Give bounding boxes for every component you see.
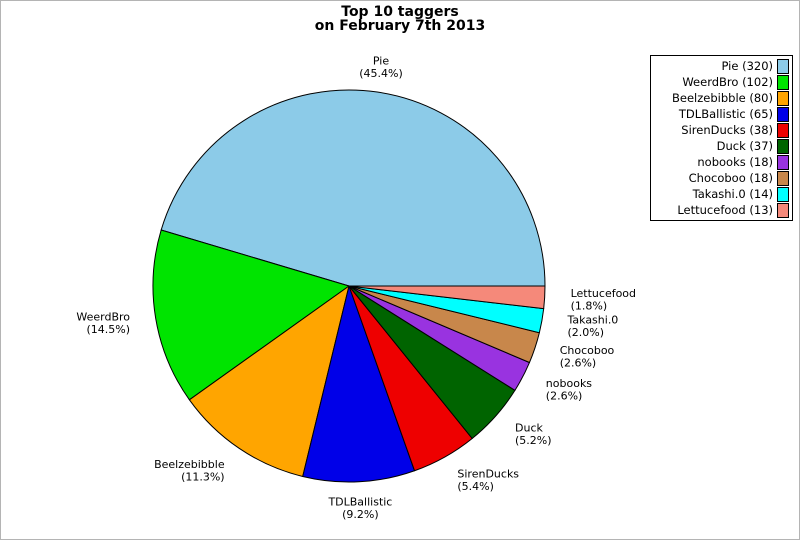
legend-label: Duck (37) bbox=[716, 139, 773, 153]
legend-swatch bbox=[777, 186, 789, 202]
pie-slice-Lettucefood bbox=[348, 285, 546, 310]
slice-label-nobooks: nobooks (2.6%) bbox=[546, 377, 593, 403]
legend-swatch bbox=[777, 170, 789, 186]
legend-box: Pie (320) WeerdBro (102) Beelzebibble (80)… bbox=[650, 55, 793, 221]
legend-label: WeerdBro (102) bbox=[682, 75, 773, 89]
legend-label: Chocoboo (18) bbox=[688, 171, 773, 185]
pie-slice-WeerdBro bbox=[152, 229, 350, 401]
slice-label-TDLBallistic: TDLBallistic (9.2%) bbox=[327, 496, 392, 522]
pie-slice-Beelzebibble bbox=[188, 285, 350, 477]
legend-swatch bbox=[777, 58, 789, 74]
legend-label: TDLBallistic (65) bbox=[678, 107, 773, 121]
slice-label-SirenDucks: SirenDucks (5.4%) bbox=[457, 468, 519, 494]
legend-swatch bbox=[777, 138, 789, 154]
chart-title-line1: Top 10 taggers bbox=[341, 4, 459, 20]
legend-swatch bbox=[777, 90, 789, 106]
slice-label-Takashi.0: Takashi.0 (2.0%) bbox=[567, 313, 619, 339]
legend-swatch bbox=[777, 106, 789, 122]
legend-label: nobooks (18) bbox=[697, 155, 773, 169]
legend-label: SirenDucks (38) bbox=[681, 123, 773, 137]
legend-label: Takashi.0 (14) bbox=[692, 187, 773, 201]
slice-label-Beelzebibble: Beelzebibble (11.3%) bbox=[154, 458, 225, 484]
slice-label-Lettucefood: Lettucefood (1.8%) bbox=[571, 287, 636, 313]
legend-item-TDLBallistic: TDLBallistic (65) bbox=[651, 106, 792, 122]
slice-label-Chocoboo: Chocoboo (2.6%) bbox=[560, 344, 615, 370]
legend-item-Chocoboo: Chocoboo (18) bbox=[651, 170, 792, 186]
legend-swatch bbox=[777, 74, 789, 90]
legend-swatch bbox=[777, 202, 789, 218]
legend-item-Lettucefood: Lettucefood (13) bbox=[651, 202, 792, 218]
pie-slice-TDLBallistic bbox=[302, 285, 416, 483]
chart-title: Top 10 taggers on February 7th 2013 bbox=[1, 4, 799, 34]
legend-label: Beelzebibble (80) bbox=[672, 91, 773, 105]
legend-item-Duck: Duck (37) bbox=[651, 138, 792, 154]
legend-item-Beelzebibble: Beelzebibble (80) bbox=[651, 90, 792, 106]
pie-slice-Pie bbox=[160, 89, 546, 287]
legend-swatch bbox=[777, 154, 789, 170]
legend-swatch bbox=[777, 122, 789, 138]
slice-label-Pie: Pie (45.4%) bbox=[359, 54, 403, 80]
legend-label: Pie (320) bbox=[721, 59, 773, 73]
legend-item-nobooks: nobooks (18) bbox=[651, 154, 792, 170]
legend-item-WeerdBro: WeerdBro (102) bbox=[651, 74, 792, 90]
slice-label-Duck: Duck (5.2%) bbox=[515, 421, 552, 447]
legend-item-Takashi.0: Takashi.0 (14) bbox=[651, 186, 792, 202]
legend-item-SirenDucks: SirenDucks (38) bbox=[651, 122, 792, 138]
slice-label-WeerdBro: WeerdBro (14.5%) bbox=[76, 310, 130, 336]
legend-label: Lettucefood (13) bbox=[677, 203, 773, 217]
legend-item-Pie: Pie (320) bbox=[651, 58, 792, 74]
chart-title-line2: on February 7th 2013 bbox=[314, 17, 486, 34]
